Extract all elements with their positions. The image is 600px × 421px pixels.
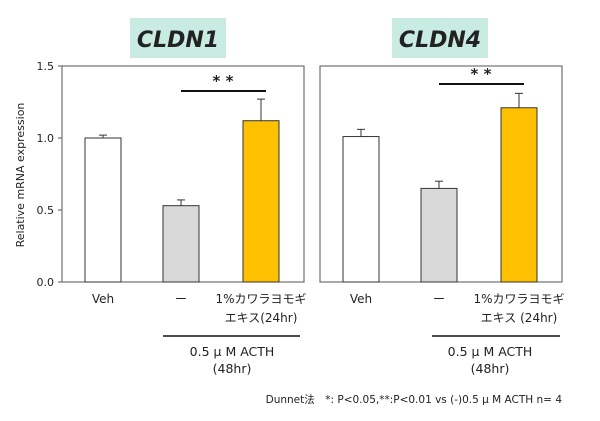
cldn1-bar-0 [84, 137, 122, 283]
cldn4-category-label-1: ー [433, 292, 445, 306]
cldn1-y-tick-label-2: 1.0 [37, 132, 55, 145]
cldn4-bar-1 [420, 187, 458, 283]
cldn1-category-label-0: Veh [92, 292, 114, 306]
cldn1-group-label: 0.5 μ M ACTH [190, 344, 275, 359]
cldn4-category-label-2: エキス (24hr) [481, 311, 558, 325]
cldn1-title: CLDN1 [137, 28, 219, 53]
cldn4-group-label: (48hr) [471, 361, 510, 376]
cldn4-bar-2 [500, 107, 538, 283]
cldn1-category-label-2: エキス(24hr) [225, 311, 298, 325]
footnote: Dunnet法 *: P<0.05,**:P<0.01 vs (-)0.5 μ … [266, 393, 563, 406]
cldn4-category-label-0: Veh [350, 292, 372, 306]
cldn4-group-label: 0.5 μ M ACTH [448, 344, 533, 359]
cldn1-bar-1 [162, 205, 200, 283]
cldn4-bar-0 [342, 136, 380, 283]
cldn1-y-tick-label-0: 0.0 [37, 276, 55, 289]
cldn1-y-tick-label-1: 0.5 [37, 204, 55, 217]
cldn4-significance-label: * * [471, 65, 492, 83]
y-axis-label: Relative mRNA expression [14, 103, 27, 248]
cldn1-category-label-2: 1%カワラヨモギ [215, 292, 306, 306]
cldn4-category-label-2: 1%カワラヨモギ [473, 292, 564, 306]
cldn4-title: CLDN4 [399, 28, 481, 53]
cldn4-title-badge [392, 18, 488, 58]
cldn1-significance-label: * * [213, 72, 234, 90]
cldn1-category-label-1: ー [175, 292, 187, 306]
cldn1-group-label: (48hr) [213, 361, 252, 376]
cldn1-title-badge [130, 18, 226, 58]
cldn1-bar-2 [242, 120, 280, 283]
cldn1-y-tick-label-3: 1.5 [37, 60, 55, 73]
